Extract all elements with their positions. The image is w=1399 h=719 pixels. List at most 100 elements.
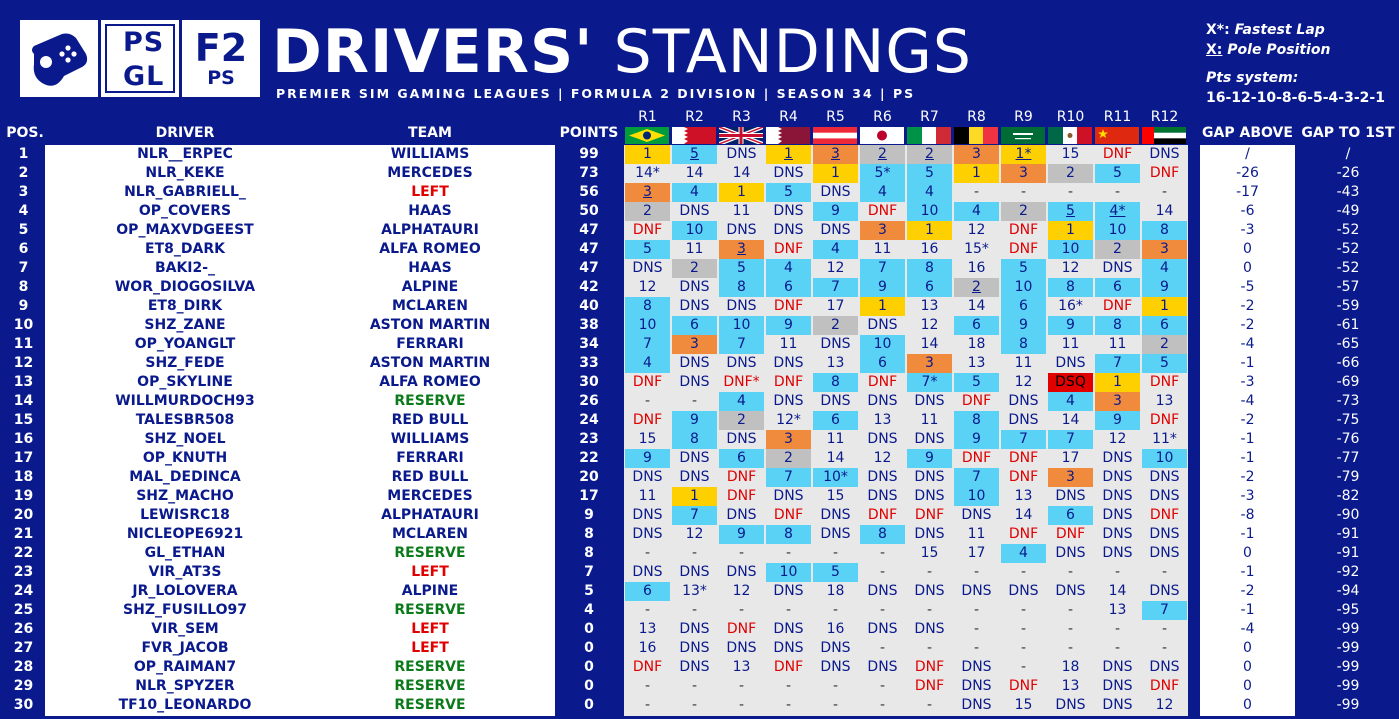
team-cell: ASTON MARTIN — [369, 317, 491, 333]
result-cell-r12: DNF — [1149, 374, 1180, 390]
result-cell-r4: - — [785, 545, 792, 561]
qatar-flag — [766, 127, 810, 144]
result-cell-r5: DNS — [820, 659, 851, 675]
result-cell-r7: - — [926, 564, 933, 580]
round-label-r5: R5 — [826, 109, 845, 125]
result-cell-r9: DNF — [1008, 526, 1039, 542]
result-cell-r11: 4* — [1095, 202, 1140, 221]
result-cell-r4: DNS — [773, 355, 804, 371]
result-cell-r12: - — [1161, 184, 1168, 200]
result-cell-r1: 11 — [638, 488, 657, 504]
result-cell-r7: DNS — [914, 431, 945, 447]
result-cell-r4: 2 — [766, 449, 811, 468]
result-cell-r7: 1 — [907, 221, 952, 240]
result-cell-r7: - — [926, 602, 933, 618]
result-cell-r8: DNS — [961, 697, 992, 713]
gap-above-cell: -17 — [1236, 184, 1259, 200]
position-cell: 11 — [13, 336, 34, 352]
result-cell-r8: - — [973, 602, 980, 618]
result-cell-r1: DNS — [632, 564, 663, 580]
result-cell-r4: DNF — [773, 241, 804, 257]
gap-first-cell: -99 — [1336, 659, 1360, 675]
result-cell-r8: 4 — [954, 202, 999, 221]
result-cell-r6: - — [879, 602, 886, 618]
result-cell-r8: DNS — [961, 659, 992, 675]
result-cell-r7: 16 — [920, 241, 939, 257]
result-cell-r7: - — [926, 640, 933, 656]
table-row: 2 NLR_KEKE MERCEDES 73 14* 14 14 DNS 1 5* 5 1 3 2 5 DNF… — [0, 164, 1399, 183]
result-cell-r8: 1 — [954, 164, 999, 183]
gap-above-cell: -1 — [1240, 526, 1255, 542]
result-cell-r8: 17 — [967, 545, 986, 561]
team-cell: RESERVE — [394, 697, 466, 713]
result-cell-r2: - — [691, 678, 698, 694]
result-cell-r5: DNS — [820, 336, 851, 352]
result-cell-r2: 12 — [685, 526, 704, 542]
gap-first-cell: -99 — [1336, 697, 1360, 713]
position-cell: 13 — [13, 374, 34, 390]
points-cell: 26 — [579, 393, 599, 409]
china-flag — [1095, 127, 1139, 144]
gap-first-cell: -82 — [1336, 488, 1360, 504]
result-cell-r3: 14 — [732, 165, 751, 181]
result-cell-r6: DNS — [867, 317, 898, 333]
result-cell-r11: - — [1114, 184, 1121, 200]
result-cell-r12: DNF — [1149, 507, 1180, 523]
table-row: 11 OP_YOANGLT FERRARI 34 7 3 7 11 DNS 10 14 18 8 11 11… — [0, 335, 1399, 354]
gap-first-cell: -52 — [1336, 222, 1360, 238]
table-row: 16 SHZ_NOEL WILLIAMS 23 15 8 DNS 3 11 DNS DNS 9 7 7 12… — [0, 430, 1399, 449]
result-cell-r7: 9 — [907, 449, 952, 468]
result-cell-r9: 11 — [1014, 355, 1033, 371]
result-cell-r4: DNS — [773, 222, 804, 238]
table-row: 9 ET8_DIRK MCLAREN 40 8 DNS DNS DNF 17 1 13 14 6 16* D… — [0, 297, 1399, 316]
team-cell: HAAS — [408, 260, 452, 276]
gap-above-cell: -1 — [1240, 602, 1255, 618]
result-cell-r9: - — [1020, 659, 1027, 675]
points-system-value: 16-12-10-8-6-5-4-3-2-1 — [1206, 90, 1385, 106]
result-cell-r4: 1 — [766, 145, 811, 164]
gap-above-cell: -8 — [1240, 507, 1255, 523]
team-cell: RESERVE — [394, 602, 466, 618]
driver-cell: ET8_DIRK — [147, 298, 223, 314]
result-cell-r8: 12 — [967, 222, 986, 238]
result-cell-r4: 4 — [766, 259, 811, 278]
points-cell: 8 — [584, 526, 594, 542]
header-driver: DRIVER — [155, 125, 215, 141]
points-system-title: Pts system: — [1206, 70, 1299, 86]
team-cell: RED BULL — [391, 412, 469, 428]
gap-first-cell: -69 — [1336, 374, 1360, 390]
team-cell: ALPHATAURI — [381, 222, 479, 238]
team-cell: LEFT — [411, 564, 449, 580]
result-cell-r2: DNS — [679, 279, 710, 295]
driver-cell: SHZ_MACHO — [136, 488, 234, 504]
result-cell-r9: - — [1020, 640, 1027, 656]
result-cell-r9: 4 — [1001, 544, 1046, 563]
result-cell-r10: - — [1067, 564, 1074, 580]
position-cell: 28 — [13, 659, 34, 675]
result-cell-r2: 8 — [672, 430, 717, 449]
result-cell-r8: 10 — [954, 487, 999, 506]
result-cell-r10: 9 — [1048, 316, 1093, 335]
result-cell-r2: 11 — [685, 241, 704, 257]
driver-cell: OP_RAIMAN7 — [133, 659, 237, 675]
position-cell: 27 — [13, 640, 34, 656]
result-cell-r9: 12 — [1014, 374, 1033, 390]
driver-cell: OP_COVERS — [138, 203, 232, 219]
result-cell-r2: DNS — [679, 450, 710, 466]
gamepad-icon — [32, 33, 88, 86]
result-cell-r1: 7 — [625, 335, 670, 354]
points-cell: 47 — [579, 260, 599, 276]
result-cell-r4: DNS — [773, 165, 804, 181]
result-cell-r5: 9 — [813, 202, 858, 221]
result-cell-r1: - — [644, 602, 651, 618]
result-cell-r2: DNS — [679, 203, 710, 219]
position-cell: 16 — [13, 431, 34, 447]
result-cell-r6: 5* — [860, 164, 905, 183]
result-cell-r4: 5 — [766, 183, 811, 202]
points-cell: 73 — [579, 165, 599, 181]
result-cell-r3: 11 — [732, 203, 751, 219]
result-cell-r5: 13 — [826, 355, 845, 371]
result-cell-r1: 14* — [635, 165, 660, 181]
result-cell-r7: DNS — [914, 621, 945, 637]
result-cell-r4: DNS — [773, 488, 804, 504]
